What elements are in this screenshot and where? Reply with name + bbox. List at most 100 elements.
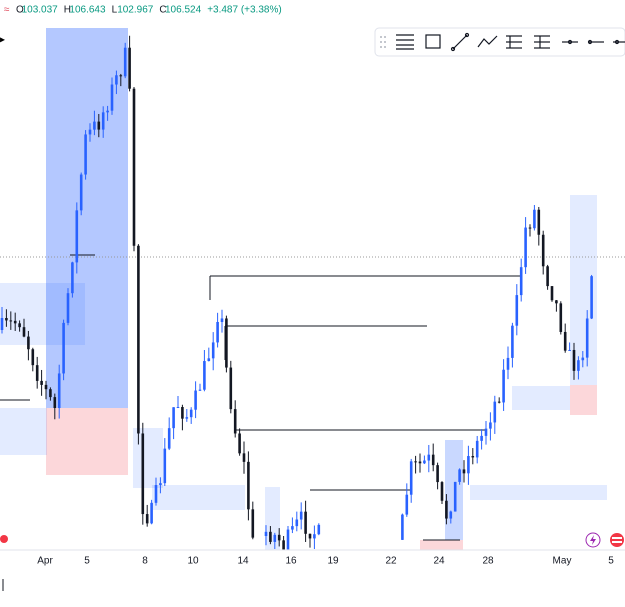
edge-mark: ▸	[0, 35, 5, 46]
candle-body	[251, 509, 255, 538]
candle-body	[431, 454, 435, 466]
candle-body	[409, 461, 413, 495]
candle-body	[79, 174, 83, 211]
candle-body	[295, 519, 299, 527]
x-tick-label: May	[553, 556, 572, 567]
zone	[420, 540, 463, 550]
candle-body	[247, 461, 250, 510]
zone	[133, 428, 163, 488]
zone	[265, 487, 280, 550]
candle-body	[577, 360, 580, 371]
candle-body	[524, 227, 527, 268]
candle-body	[0, 318, 4, 330]
candle-body	[13, 320, 17, 324]
x-tick-label: Apr	[37, 556, 53, 567]
tool-rectangle[interactable]	[425, 34, 441, 49]
x-tick-label: 16	[285, 556, 297, 567]
candle-body	[445, 500, 448, 519]
tool-trendline[interactable]	[450, 32, 470, 52]
tool-range[interactable]	[534, 35, 550, 49]
x-tick-label: 24	[433, 556, 445, 567]
candle-body	[436, 465, 439, 483]
candle-body	[207, 358, 211, 362]
tool-hline[interactable]	[562, 39, 578, 45]
tool-path[interactable]	[477, 35, 498, 48]
candle-body	[462, 469, 466, 474]
candle-body	[546, 266, 549, 287]
candle-body	[427, 454, 431, 461]
candle-body	[110, 84, 114, 111]
drag-handle[interactable]	[380, 36, 386, 48]
candle-body	[216, 321, 219, 343]
x-tick-label: 8	[142, 556, 148, 567]
candle-body	[53, 397, 57, 409]
candle-body	[35, 365, 39, 381]
candle-body	[291, 526, 294, 530]
candle-body	[62, 322, 65, 374]
x-tick-label: 5	[608, 556, 614, 567]
candle-body	[97, 121, 101, 130]
candles	[0, 35, 593, 550]
candle-body	[145, 514, 149, 524]
candle-body	[497, 401, 501, 403]
candle-body	[502, 369, 505, 403]
lightning-icon[interactable]	[585, 532, 601, 548]
candle-body	[225, 318, 228, 368]
candle-body	[101, 112, 105, 130]
event-icon[interactable]	[0, 535, 8, 543]
candle-body	[189, 409, 193, 418]
ohlc-label: C	[159, 5, 166, 16]
candle-body	[9, 320, 13, 322]
candle-body	[123, 47, 127, 77]
candle-body	[57, 373, 61, 409]
candle-body	[484, 428, 488, 436]
candle-body	[304, 511, 307, 534]
candle-body	[22, 327, 26, 337]
candle-body	[119, 75, 123, 77]
candle-body	[313, 534, 316, 539]
candle-body	[555, 300, 558, 304]
candle-body	[467, 456, 470, 474]
candle-body	[585, 318, 589, 358]
candle-body	[273, 534, 277, 542]
candle-body	[559, 303, 563, 332]
candle-body	[18, 323, 21, 328]
ohlc-value: 102.967	[117, 5, 154, 16]
tool-extended[interactable]	[613, 39, 625, 45]
candle-body	[211, 342, 215, 359]
candle-body	[233, 409, 237, 434]
candle-body	[533, 209, 536, 229]
flag-icon[interactable]	[610, 533, 624, 547]
tool-fib[interactable]	[396, 34, 414, 50]
candle-body	[198, 389, 202, 391]
zone	[470, 485, 607, 500]
candle-body	[159, 483, 162, 486]
candle-body	[150, 502, 153, 524]
zone	[152, 485, 245, 510]
candle-body	[75, 210, 79, 263]
levels	[0, 254, 520, 541]
candle-body	[528, 227, 532, 229]
candle-body	[137, 245, 140, 434]
x-tick-label: 19	[327, 556, 339, 567]
zones	[0, 28, 607, 550]
tool-position[interactable]	[506, 35, 522, 49]
candle-body	[5, 318, 8, 321]
tool-ray[interactable]	[587, 39, 604, 45]
candle-body	[106, 110, 109, 113]
candle-body	[286, 529, 290, 550]
candle-body	[93, 121, 96, 130]
candle-body	[27, 336, 30, 350]
candle-body	[40, 380, 43, 385]
ohlc-value: 106.643	[69, 5, 106, 16]
zone	[0, 408, 47, 455]
x-tick-label: 10	[187, 556, 199, 567]
candle-body	[440, 482, 444, 501]
candle-body	[176, 407, 180, 409]
candle-body	[84, 134, 87, 175]
candle-body	[581, 357, 585, 361]
candle-body	[88, 129, 92, 135]
toolbar-bg	[374, 27, 625, 57]
candle-body	[519, 267, 523, 296]
candle-body	[572, 349, 576, 371]
